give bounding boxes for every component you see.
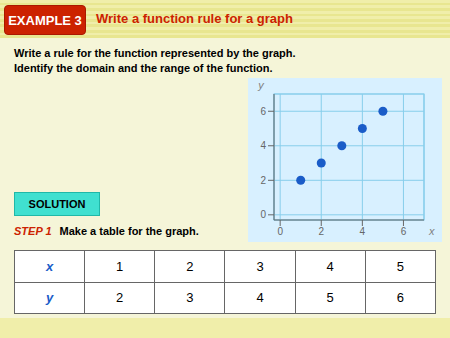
html-text:3: 3 — [186, 290, 194, 306]
html-text:5: 5 — [326, 290, 334, 306]
html-text:4: 4 — [256, 290, 264, 306]
html-text:Write a rule for the function: Write a rule for the function represente… — [14, 47, 296, 59]
html-text:1: 1 — [116, 258, 124, 274]
svg-text:0: 0 — [260, 209, 266, 220]
svg-text:2: 2 — [260, 175, 266, 186]
html-text:3: 3 — [256, 258, 264, 274]
html-text:Make a table for the graph.: Make a table for the graph. — [59, 225, 199, 237]
svg-text:y: y — [257, 79, 265, 91]
html-text:Write a function rule for a gr: Write a function rule for a graph — [96, 11, 293, 26]
svg-text:2: 2 — [318, 226, 324, 237]
html-text:x: x — [46, 258, 54, 274]
svg-text:0: 0 — [277, 226, 283, 237]
html-text:y: y — [46, 290, 54, 306]
svg-text:4: 4 — [360, 226, 366, 237]
html-text:2: 2 — [116, 290, 124, 306]
html-text:EXAMPLE 3: EXAMPLE 3 — [8, 12, 82, 28]
html-text:2: 2 — [186, 258, 194, 274]
html-text:SOLUTION: SOLUTION — [28, 198, 86, 210]
svg-text:x: x — [428, 225, 435, 237]
html-text:6: 6 — [396, 290, 404, 306]
html-text:4: 4 — [326, 258, 334, 274]
html-text:Identify the domain and the ra: Identify the domain and the range of the… — [14, 62, 273, 74]
svg-text:6: 6 — [401, 226, 407, 237]
svg-text:6: 6 — [260, 106, 266, 117]
svg-text:4: 4 — [260, 140, 266, 151]
html-text:STEP 1: STEP 1 — [14, 225, 52, 237]
html-text:5: 5 — [396, 258, 404, 274]
